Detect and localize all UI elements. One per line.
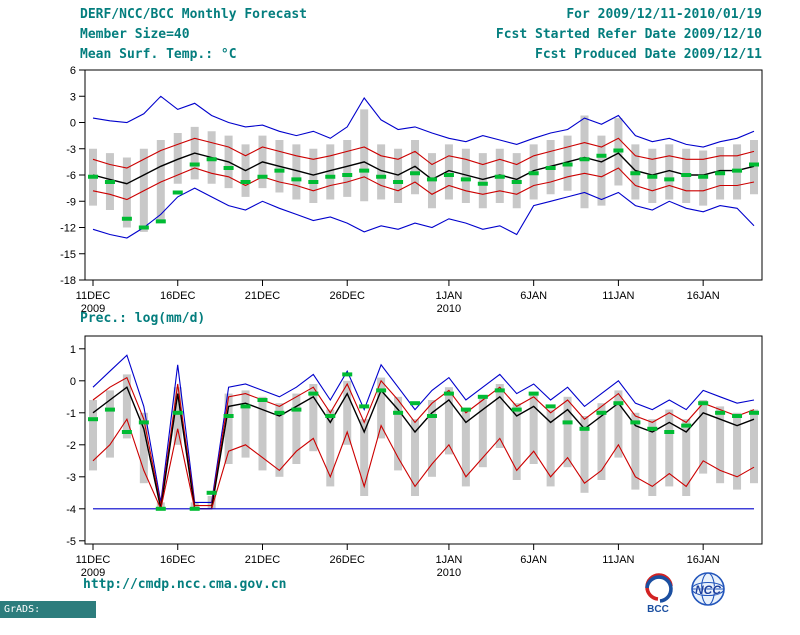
- svg-text:-6: -6: [66, 170, 76, 182]
- bcc-swirl-icon: BCC: [645, 573, 673, 615]
- plot-frame: [84, 335, 763, 545]
- svg-text:0: 0: [70, 376, 76, 388]
- y-axis: 1 0 -1 -2 -3 -4 -5: [66, 344, 85, 548]
- svg-text:6: 6: [70, 65, 76, 77]
- svg-text:2010: 2010: [437, 567, 461, 578]
- refer-date-label: Fcst Started Refer Date 2009/12/10: [495, 27, 762, 42]
- website-url-link[interactable]: http://cmdp.ncc.cma.gov.cn: [83, 577, 287, 592]
- svg-text:1JAN: 1JAN: [435, 290, 462, 302]
- bcc-logo-label: BCC: [647, 604, 669, 614]
- precip-chart-title: Prec.: log(mm/d): [80, 311, 206, 326]
- svg-text:-15: -15: [60, 249, 76, 261]
- svg-text:-2: -2: [66, 440, 76, 452]
- svg-text:-1: -1: [66, 408, 76, 420]
- svg-text:1JAN: 1JAN: [435, 554, 462, 566]
- plus-std-line: [92, 137, 755, 169]
- ensemble-spread-bars: [89, 374, 758, 509]
- svg-text:11DEC: 11DEC: [76, 554, 111, 566]
- svg-text:11JAN: 11JAN: [602, 290, 634, 302]
- svg-text:26DEC: 26DEC: [329, 290, 365, 302]
- ensemble-min-line: [92, 187, 755, 239]
- ncc-logo: NCC: [685, 568, 731, 618]
- plus-std-line: [92, 376, 755, 507]
- y-axis: 6 3 0 -3 -6 -9 -12 -15 -18: [60, 65, 85, 287]
- minus-std-line: [92, 167, 755, 201]
- svg-text:2009: 2009: [81, 303, 105, 314]
- svg-text:2009: 2009: [81, 567, 105, 578]
- page-title: DERF/NCC/BCC Monthly Forecast: [80, 7, 307, 22]
- ncc-globe-icon: NCC: [691, 572, 725, 606]
- svg-text:-5: -5: [66, 536, 76, 548]
- svg-text:16JAN: 16JAN: [687, 554, 720, 566]
- ensemble-mean-line: [92, 152, 755, 185]
- svg-text:-18: -18: [60, 275, 76, 287]
- ensemble-max-line: [92, 95, 755, 148]
- svg-text:16DEC: 16DEC: [160, 554, 196, 566]
- svg-text:16DEC: 16DEC: [160, 290, 196, 302]
- svg-text:2010: 2010: [437, 303, 461, 314]
- svg-text:11DEC: 11DEC: [76, 290, 111, 302]
- svg-text:-4: -4: [66, 504, 76, 516]
- bcc-logo: BCC: [637, 570, 679, 618]
- svg-text:6JAN: 6JAN: [520, 290, 547, 302]
- svg-text:21DEC: 21DEC: [245, 554, 281, 566]
- grads-credit-badge: GrADS: COLA/IGES: [0, 601, 96, 632]
- forecast-range-label: For 2009/12/11-2010/01/19: [566, 7, 762, 22]
- svg-text:21DEC: 21DEC: [245, 290, 281, 302]
- temp-chart-title: Mean Surf. Temp.: °C: [80, 47, 237, 62]
- svg-text:3: 3: [70, 91, 76, 103]
- ensemble-max-line: [92, 354, 755, 503]
- svg-text:-12: -12: [60, 223, 76, 235]
- ncc-logo-label: NCC: [695, 583, 721, 597]
- svg-text:-3: -3: [66, 144, 76, 156]
- svg-text:11JAN: 11JAN: [602, 554, 634, 566]
- svg-text:6JAN: 6JAN: [520, 554, 547, 566]
- svg-text:26DEC: 26DEC: [329, 554, 365, 566]
- svg-text:0: 0: [70, 118, 76, 130]
- observation-marks: [88, 372, 759, 511]
- svg-text:-9: -9: [66, 196, 76, 208]
- plot-frame: [84, 69, 763, 281]
- svg-text:1: 1: [70, 344, 76, 356]
- member-size-label: Member Size=40: [80, 27, 190, 42]
- produced-date-label: Fcst Produced Date 2009/12/11: [535, 47, 762, 62]
- svg-text:16JAN: 16JAN: [687, 290, 720, 302]
- observation-marks: [88, 148, 759, 230]
- svg-text:-3: -3: [66, 472, 76, 484]
